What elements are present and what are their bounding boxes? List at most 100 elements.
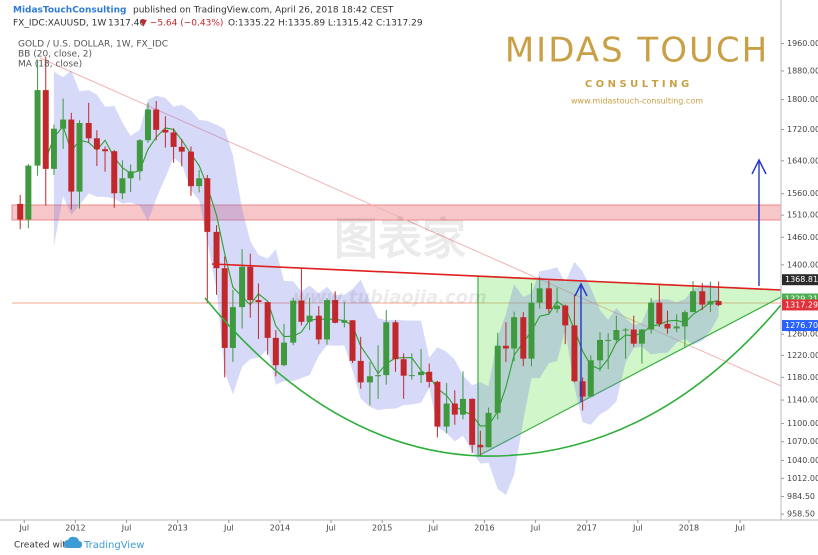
candle-body [383, 322, 390, 376]
x-tick-label: Jul [18, 524, 29, 533]
y-tick-label: 1100.00 [787, 419, 818, 428]
candle-body [664, 323, 671, 329]
cup-curve [204, 297, 782, 457]
x-tick-label: Jul [530, 524, 541, 533]
candle-body [571, 325, 578, 382]
y-tick-label: 1960.00 [787, 39, 818, 48]
change: ▼ −5.64 (−0.43%) [140, 19, 223, 29]
y-tick-label: 1720.00 [787, 125, 818, 134]
y-tick-label: 1180.00 [787, 373, 818, 382]
candle-body [630, 329, 637, 344]
price-label-box [782, 274, 818, 286]
last-price: 1317.46 [108, 19, 145, 29]
candle-body [204, 178, 211, 232]
candle-body [451, 403, 458, 415]
logo-url: www.midastouch-consulting.com [571, 97, 703, 106]
candle-body [426, 371, 433, 382]
candle-body [153, 109, 160, 130]
candle-body [213, 231, 220, 269]
candle-body [127, 171, 134, 179]
candle-body [587, 360, 594, 397]
candle-body [681, 312, 688, 327]
candle-body [272, 337, 279, 366]
y-tick-label: 1040.00 [787, 456, 818, 465]
candle-body [366, 376, 373, 383]
candle-body [673, 326, 680, 329]
candle-body [315, 315, 322, 340]
x-tick-label: Jul [632, 524, 643, 533]
candle-body [247, 266, 254, 301]
x-tick-label: 2013 [167, 524, 187, 533]
candle-body [264, 302, 271, 338]
indicators [45, 70, 719, 496]
candles [17, 57, 722, 457]
candle-body [562, 305, 569, 326]
candle-body [332, 300, 339, 323]
candle-body [400, 359, 407, 376]
candle-body [690, 291, 697, 313]
candle-body [136, 140, 143, 172]
candle-body [622, 329, 629, 331]
candle-body [502, 345, 509, 349]
price-label: 1317.29 [785, 300, 818, 309]
candle-body [715, 301, 722, 306]
candle-body [76, 122, 83, 192]
footer-brand[interactable]: TradingView [83, 540, 144, 551]
y-tick-label: 1012.00 [787, 474, 818, 483]
candle-body [145, 109, 152, 141]
candle-body [469, 398, 476, 445]
candle-body [93, 138, 100, 150]
candle-body [375, 375, 382, 377]
candle-body [50, 128, 57, 169]
candle-body [60, 119, 67, 129]
x-tick-label: 2018 [679, 524, 699, 533]
x-tick-label: Jul [427, 524, 438, 533]
candle-body [554, 305, 561, 310]
candle-body [408, 375, 415, 377]
moving-average [45, 125, 719, 427]
drawings [204, 158, 782, 457]
candle-body [511, 317, 518, 349]
candle-body [341, 320, 348, 323]
y-tick-label: 1880.00 [787, 66, 818, 75]
candle-body [68, 119, 75, 192]
publisher: MidasTouchConsulting [13, 6, 126, 16]
x-tick-label: 2012 [65, 524, 85, 533]
candle-body [255, 300, 262, 303]
watermark-url: www.tubiaojia.com [293, 287, 487, 308]
y-tick-label: 1800.00 [787, 95, 818, 104]
logo-name: MIDAS TOUCH [505, 31, 769, 71]
candle-body [520, 317, 527, 359]
x-tick-label: Jul [734, 524, 745, 533]
candle-body [494, 345, 501, 413]
candle-body [290, 300, 297, 343]
legend-bb: BB (20, close, 2) [18, 50, 92, 60]
candle-body [323, 300, 330, 340]
price-label: 1368.81 [785, 275, 818, 284]
watermark: 图表家 [334, 214, 466, 265]
candle-body [162, 129, 169, 133]
candle-body [111, 151, 118, 194]
legend-symbol: GOLD / U.S. DOLLAR, 1W, FX_IDC [18, 40, 168, 50]
y-tick-label: 1400.00 [787, 260, 818, 269]
candle-body [298, 300, 305, 322]
candle-body [239, 266, 246, 308]
resistance-line [211, 263, 782, 291]
x-tick-label: Jul [121, 524, 132, 533]
y-tick-label: 1140.00 [787, 396, 818, 405]
ohlc: O:1335.22 H:1335.89 L:1315.42 C:1317.29 [228, 19, 423, 29]
candle-body [545, 288, 552, 310]
y-tick-label: 1460.00 [787, 233, 818, 242]
candle-body [443, 403, 450, 427]
y-tick-label: 1260.00 [787, 330, 818, 339]
candle-body [459, 398, 466, 415]
candle-body [17, 203, 24, 220]
candle-body [357, 360, 364, 383]
candle-body [638, 329, 645, 344]
published-note: published on TradingView.com, April 26, … [133, 6, 394, 16]
candle-body [528, 302, 535, 359]
logo-sub: C O N S U L T I N G [585, 79, 689, 90]
y-tick-label: 984.50 [787, 492, 815, 501]
x-tick-label: 2017 [577, 524, 597, 533]
